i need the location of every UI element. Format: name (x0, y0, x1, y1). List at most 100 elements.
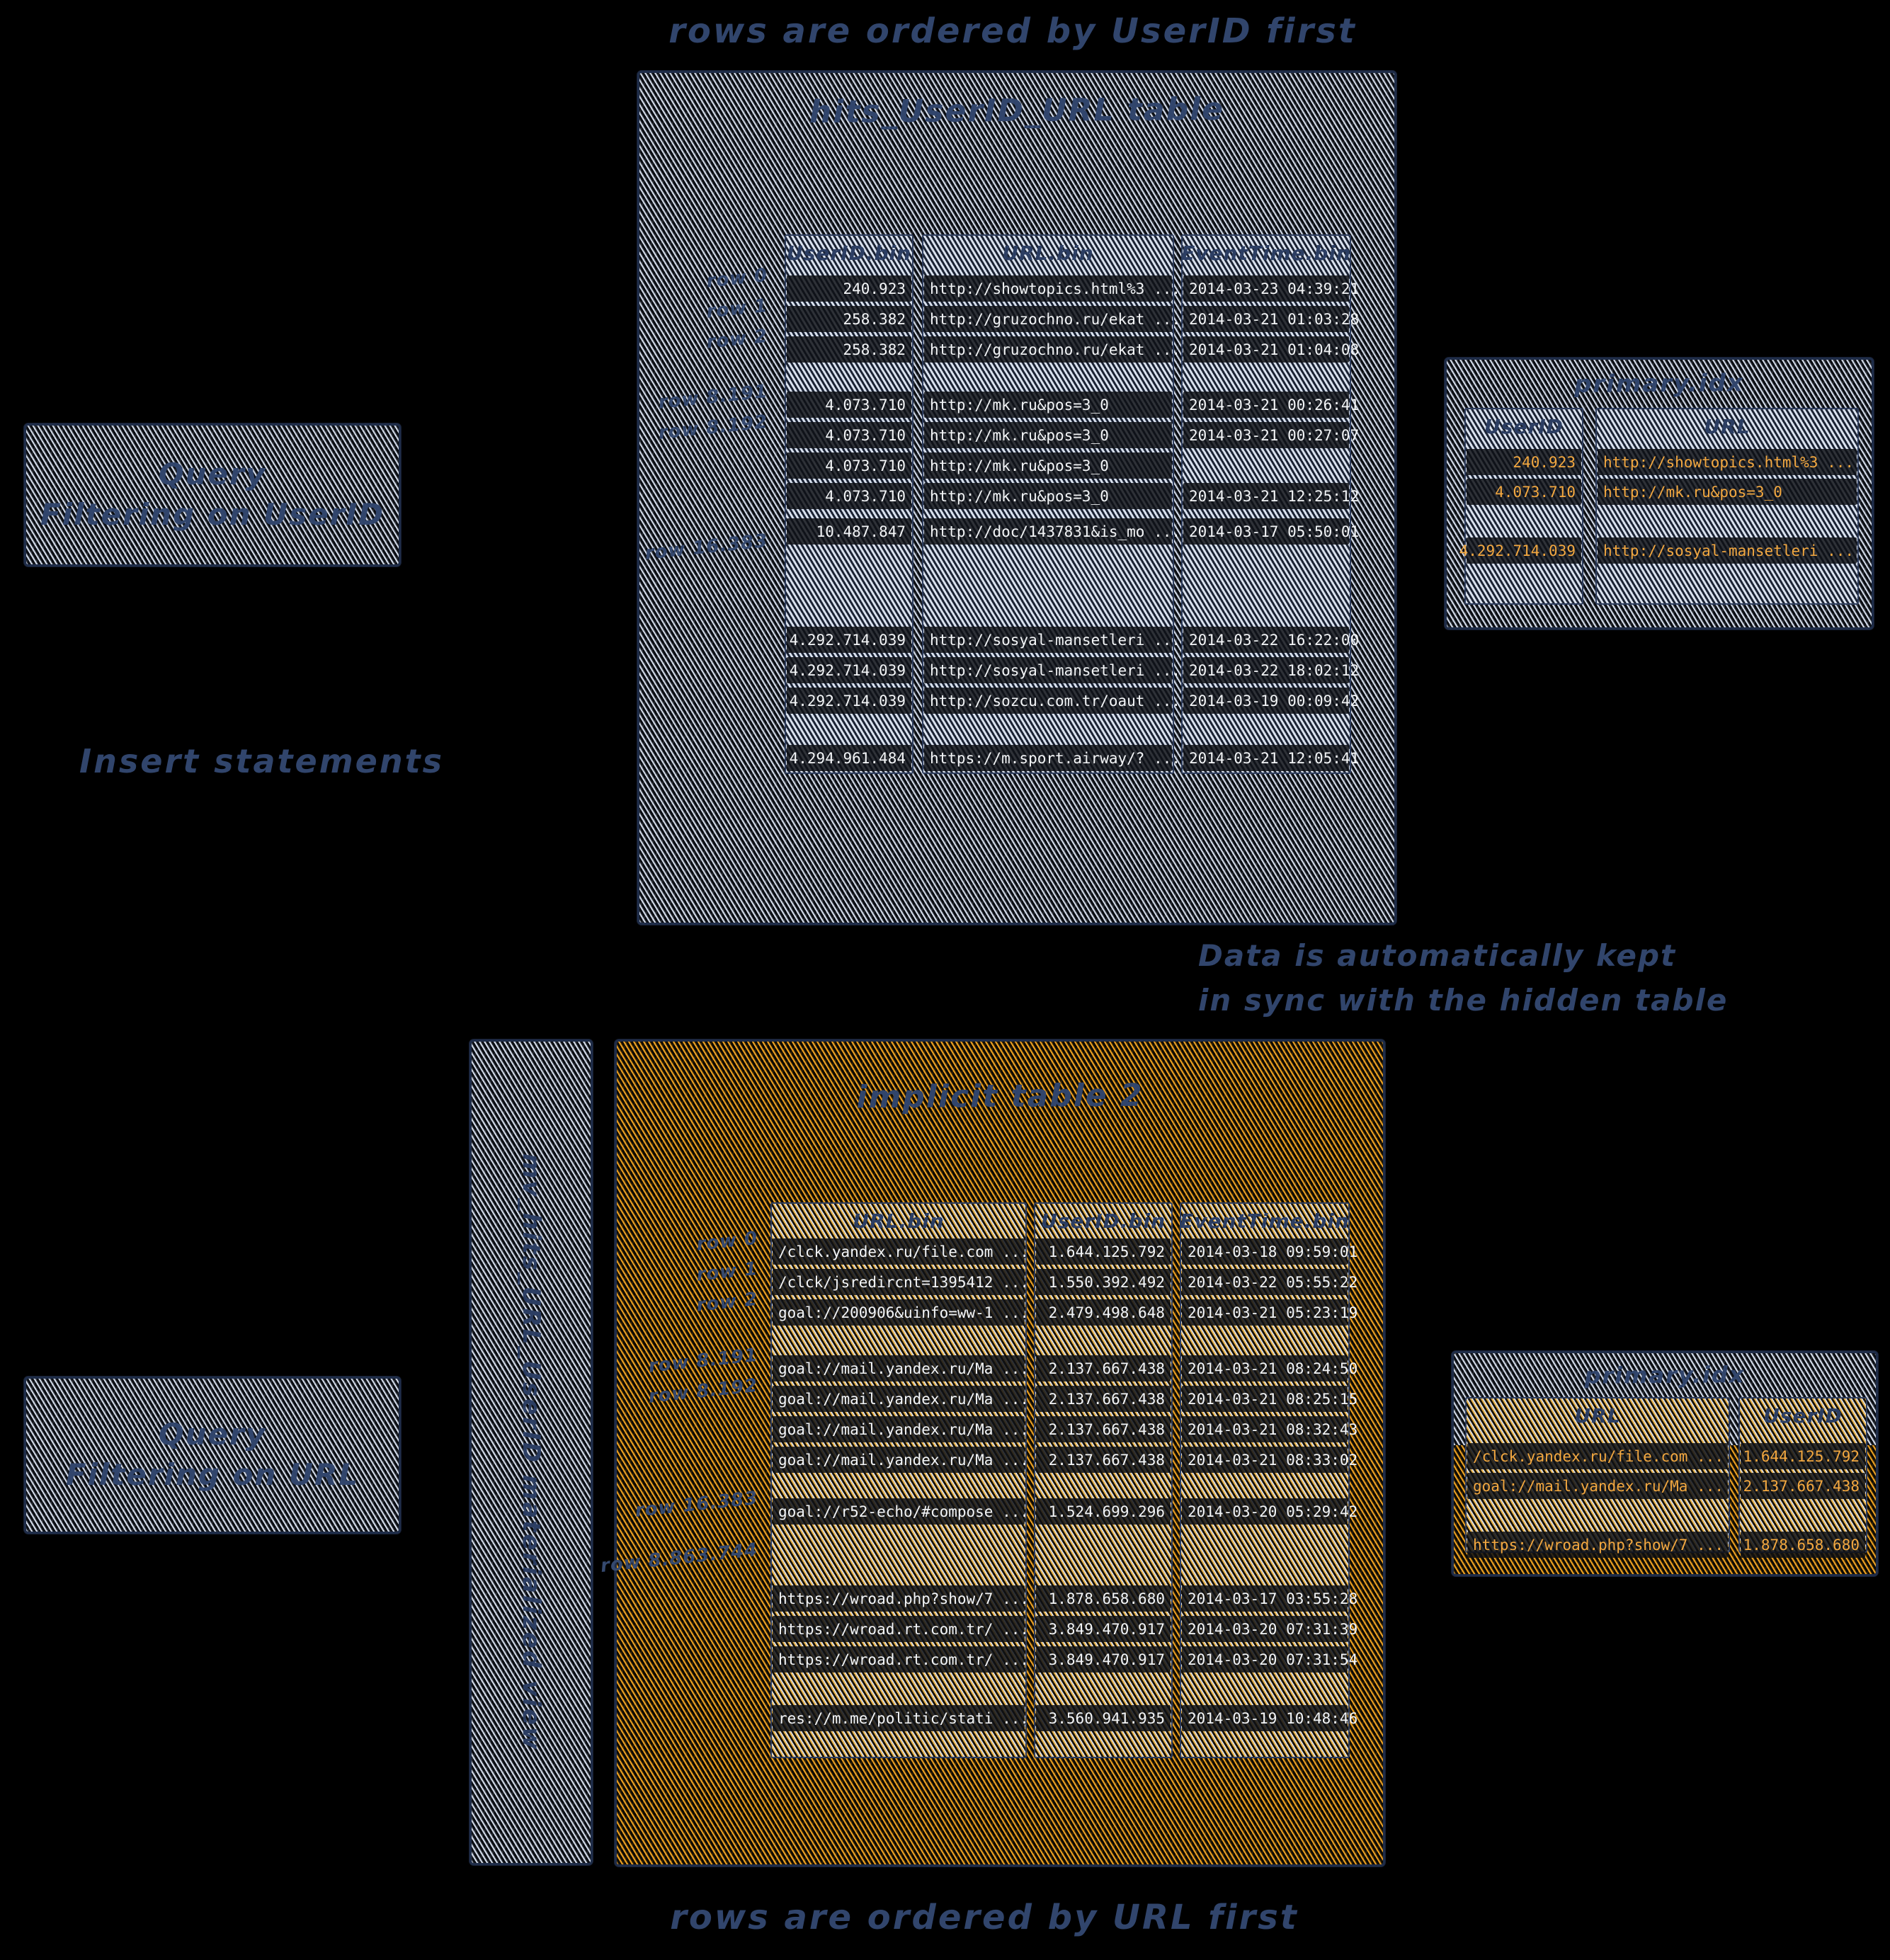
query-line1: Query (158, 457, 267, 492)
query-filtering-userid-box: Query Filtering on UserID (24, 423, 401, 566)
table-cell: https://m.sport.airway/? ... (924, 745, 1180, 771)
column-header: URL.bin (853, 1209, 945, 1233)
table-cell: 4.073.710 (787, 452, 911, 479)
table-implicit-2: implicit table 2 URL.bin UserID.bin EventT… (600, 1039, 1385, 1867)
table-cell: 4.292.714.039 (787, 657, 911, 683)
table-cell: https://wroad.php?show/7 ... (773, 1585, 1029, 1612)
sync-note: Data is automatically kept in sync with … (1198, 933, 1728, 1022)
table-cell: http://mk.ru&pos=3_0 (924, 483, 1172, 509)
table-cell: 2014-03-21 08:33:02 (1182, 1447, 1357, 1473)
query-filtering-url-box: Query Filtering on URL (24, 1377, 401, 1534)
table-cell: 4.073.710 (1467, 479, 1581, 505)
table-cell: 4.292.714.039 (1459, 537, 1581, 564)
table-cell: 2014-03-21 08:25:15 (1182, 1386, 1357, 1412)
table-cell: goal://r52-echo/#compose ... (773, 1498, 1029, 1525)
sync-note-line2: in sync with the hidden table (1198, 983, 1729, 1018)
table-title: primary.idx (1584, 1361, 1746, 1389)
table-cell: 2014-03-22 16:22:00 (1183, 627, 1359, 653)
table-cell: 2014-03-19 10:48:46 (1182, 1705, 1357, 1731)
table-cell: 240.923 (787, 275, 911, 302)
table-cell: 2.137.667.438 (1741, 1473, 1865, 1499)
table-cell: 2014-03-22 05:55:22 (1182, 1269, 1357, 1295)
table-cell: 4.073.710 (787, 483, 911, 509)
query-line2: Filtering on URL (65, 1457, 360, 1492)
query-line1: Query (158, 1417, 267, 1452)
table-cell: 1.644.125.792 (1741, 1443, 1865, 1469)
table-cell: 2014-03-17 03:55:28 (1182, 1585, 1357, 1612)
table-cell: http://sosyal-mansetleri ... (924, 627, 1180, 653)
table-cell: http://mk.ru&pos=3_0 (924, 422, 1172, 448)
table-cell: /clck/jsredircnt=1395412 ... (773, 1269, 1029, 1295)
primary-idx-top-table: primary.idx UserID URL 240.923 http://showt… (1445, 358, 1874, 629)
table-cell: 1.878.658.680 (1036, 1585, 1171, 1612)
table-cell: 2014-03-21 08:24:50 (1182, 1355, 1357, 1381)
annotation-rows-ordered-url: rows are ordered by URL first (670, 1898, 1299, 1937)
table-cell: 2014-03-22 18:02:12 (1183, 657, 1359, 683)
table-cell: goal://mail.yandex.ru/Ma ... (773, 1355, 1029, 1381)
column-header: EventTime.bin (1180, 1209, 1350, 1233)
table-cell: http://sozcu.com.tr/oaut ... (924, 688, 1180, 714)
table-cell: 2.137.667.438 (1036, 1386, 1171, 1412)
column-box-UserID (1464, 408, 1583, 605)
table-cell: 258.382 (787, 306, 911, 332)
table-cell: 4.292.714.039 (787, 688, 911, 714)
table-cell: 2.137.667.438 (1036, 1447, 1171, 1473)
table-cell: 1.878.658.680 (1741, 1532, 1865, 1558)
column-header: URL.bin (1002, 241, 1094, 265)
table-cell: 2014-03-21 12:05:41 (1183, 745, 1359, 771)
table-cell: 2.479.498.648 (1036, 1299, 1171, 1326)
annotation-rows-ordered-userid: rows are ordered by UserID first (668, 11, 1357, 51)
table-cell: 2014-03-20 07:31:54 (1182, 1646, 1357, 1673)
table-cell: 2014-03-21 01:04:08 (1183, 336, 1359, 363)
table-cell: http://mk.ru&pos=3_0 (1598, 479, 1857, 505)
primary-idx-bottom-table: primary.idx URL UserID/clck.yandex.ru/fil… (1452, 1351, 1878, 1576)
table-cell: http://doc/1437831&is_mo ... (924, 518, 1180, 545)
table-cell: 4.294.961.484 (787, 745, 911, 771)
column-header: URL (1574, 1404, 1621, 1428)
table-cell: 2014-03-21 05:23:19 (1182, 1299, 1357, 1326)
table-cell: 1.524.699.296 (1036, 1498, 1171, 1525)
table-title: implicit table 2 (856, 1077, 1144, 1116)
table-cell: 4.292.714.039 (787, 627, 911, 653)
table-cell: goal://mail.yandex.ru/Ma ... (773, 1447, 1029, 1473)
table-cell: 3.849.470.917 (1036, 1616, 1171, 1642)
column-header: UserID.bin (786, 241, 912, 265)
materialized-view-label: mv_hits_URL_UserID materialized view (517, 1153, 545, 1752)
table-cell: 2014-03-23 04:39:21 (1183, 275, 1359, 302)
column-header: UserID (1763, 1404, 1843, 1428)
table-cell: 3.560.941.935 (1036, 1705, 1171, 1731)
table-cell: http://mk.ru&pos=3_0 (924, 392, 1172, 418)
table-cell: http://showtopics.html%3 ... (924, 275, 1180, 302)
table-cell: /clck.yandex.ru/file.com ... (773, 1238, 1029, 1265)
table-title: hits_UserID_URL table (809, 91, 1225, 131)
table-cell: 2014-03-21 12:25:12 (1183, 483, 1359, 509)
table-cell: 4.073.710 (787, 422, 911, 448)
table-cell: 2014-03-19 00:09:42 (1183, 688, 1359, 714)
table-cell: /clck.yandex.ru/file.com ... (1467, 1443, 1728, 1469)
table-cell: goal://mail.yandex.ru/Ma ... (773, 1386, 1029, 1412)
table-cell: res://m.me/politic/stati ... (773, 1705, 1029, 1731)
table-cell: 1.550.392.492 (1036, 1269, 1171, 1295)
table-cell: 2014-03-20 07:31:39 (1182, 1616, 1357, 1642)
table-cell: 10.487.847 (787, 518, 911, 545)
table-hits-userid-url: hits_UserID_URL table UserID.bin URL.bin E… (637, 71, 1396, 925)
table-cell: goal://200906&uinfo=ww-1 ... (773, 1299, 1029, 1326)
table-cell: 2014-03-21 00:27:07 (1183, 422, 1359, 448)
table-cell: goal://mail.yandex.ru/Ma ... (1467, 1473, 1728, 1499)
table-cell: http://showtopics.html%3 ... (1598, 449, 1857, 475)
table-cell: 3.849.470.917 (1036, 1646, 1171, 1673)
table-cell: 4.073.710 (787, 392, 911, 418)
sync-note-line1: Data is automatically kept (1198, 938, 1677, 973)
table-cell: 2014-03-21 01:03:28 (1183, 306, 1359, 332)
table-cell: http://sosyal-mansetleri ... (924, 657, 1180, 683)
insert-statements-label: Insert statements (79, 742, 444, 780)
table-cell: 2014-03-21 00:26:41 (1183, 392, 1359, 418)
table-cell: https://wroad.rt.com.tr/ ... (773, 1646, 1029, 1673)
table-cell: 2014-03-17 05:50:01 (1183, 518, 1359, 545)
column-header: UserID.bin (1040, 1209, 1166, 1233)
table-cell: 1.644.125.792 (1036, 1238, 1171, 1265)
table-cell: 258.382 (787, 336, 911, 363)
table-cell: https://wroad.rt.com.tr/ ... (773, 1616, 1029, 1642)
materialized-view-strip: mv_hits_URL_UserID materialized view (469, 1039, 593, 1865)
